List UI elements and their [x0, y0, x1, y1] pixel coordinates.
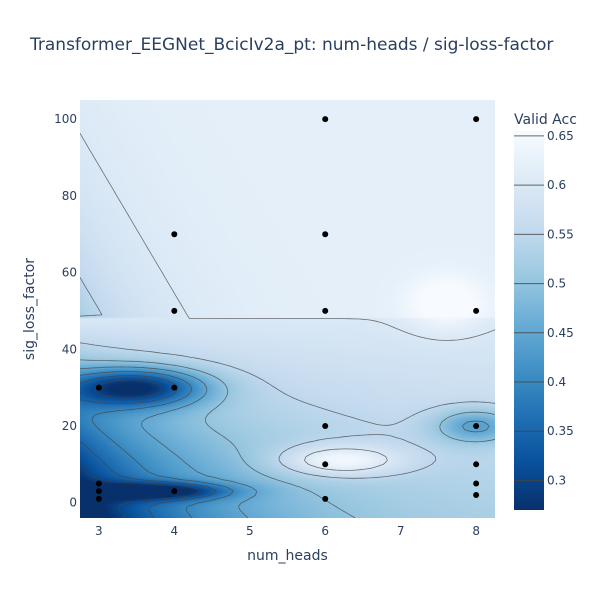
x-tick-label: 6	[321, 524, 329, 538]
plot-area	[80, 100, 495, 518]
trial-point[interactable]	[473, 422, 480, 429]
x-tick-label: 8	[472, 524, 480, 538]
x-tick-label: 7	[397, 524, 405, 538]
colorbar-tick-label: 0.6	[547, 178, 566, 192]
y-tick-label: 80	[62, 189, 77, 203]
trial-point[interactable]	[473, 491, 480, 498]
y-tick-label: 0	[69, 496, 77, 510]
trial-point[interactable]	[473, 307, 480, 314]
trial-point[interactable]	[322, 422, 329, 429]
contour-line	[80, 371, 234, 518]
y-tick-label: 60	[62, 266, 77, 280]
trial-point[interactable]	[322, 231, 329, 238]
trial-point[interactable]	[322, 495, 329, 502]
trial-point[interactable]	[95, 488, 102, 495]
colorbar: Valid Acc 0.3 0.35 0.4 0.45 0.5 0.55 0.6 0.65	[514, 112, 577, 510]
trial-point[interactable]	[473, 461, 480, 468]
trial-point[interactable]	[171, 384, 178, 391]
chart-title: Transformer_EEGNet_BcicIv2a_pt: num-head…	[29, 35, 553, 55]
y-tick-label: 100	[54, 112, 77, 126]
trial-point[interactable]	[473, 116, 480, 123]
trial-point[interactable]	[171, 231, 178, 238]
contour-line	[80, 133, 495, 471]
trial-points	[95, 116, 480, 502]
trial-point[interactable]	[95, 384, 102, 391]
colorbar-tick-label: 0.3	[547, 473, 566, 487]
x-tick-label: 3	[95, 524, 103, 538]
contour-line	[80, 379, 202, 518]
trial-point[interactable]	[95, 495, 102, 502]
contour-line	[80, 366, 490, 518]
trial-point[interactable]	[322, 116, 329, 123]
trial-point[interactable]	[473, 480, 480, 487]
x-tick-label: 5	[246, 524, 254, 538]
trial-point[interactable]	[322, 461, 329, 468]
colorbar-tick-label: 0.5	[547, 277, 566, 291]
contour-line	[80, 359, 495, 518]
y-tick-label: 20	[62, 419, 77, 433]
trial-point[interactable]	[95, 480, 102, 487]
heatmap-surface	[80, 100, 495, 518]
x-axis-label: num_heads	[247, 548, 328, 564]
y-axis-label: sig_loss_factor	[22, 258, 38, 360]
colorbar-tick-label: 0.35	[547, 424, 574, 438]
colorbar-ticks: 0.3 0.35 0.4 0.45 0.5 0.55 0.6 0.65	[514, 129, 574, 487]
colorbar-tick-label: 0.55	[547, 227, 574, 241]
y-axis: 0 20 40 60 80 100	[54, 112, 77, 509]
x-tick-label: 4	[170, 524, 178, 538]
colorbar-tick-label: 0.65	[547, 129, 574, 143]
colorbar-tick-label: 0.4	[547, 375, 566, 389]
trial-point[interactable]	[171, 307, 178, 314]
colorbar-tick-label: 0.45	[547, 326, 574, 340]
x-axis: 3 4 5 6 7 8	[95, 524, 480, 538]
trial-point[interactable]	[322, 307, 329, 314]
colorbar-title: Valid Acc	[514, 112, 577, 128]
trial-point[interactable]	[171, 488, 178, 495]
contour-line	[80, 375, 217, 518]
colorbar-gradient	[514, 131, 544, 510]
contour-line	[80, 277, 495, 479]
contour-lines	[80, 133, 495, 518]
y-tick-label: 40	[62, 342, 77, 356]
